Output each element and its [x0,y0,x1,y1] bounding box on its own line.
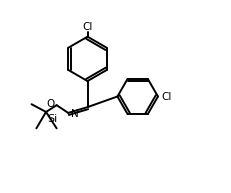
Text: Cl: Cl [161,91,172,102]
Text: Si: Si [47,114,58,124]
Text: Cl: Cl [82,22,93,32]
Text: N: N [70,109,78,119]
Text: O: O [46,99,55,109]
